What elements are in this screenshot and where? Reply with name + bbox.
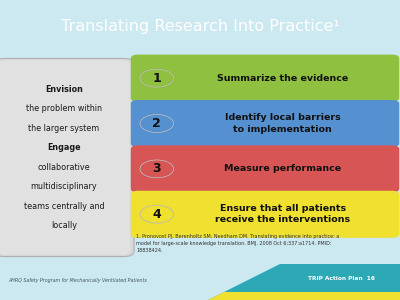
Circle shape [140, 160, 174, 178]
Circle shape [140, 115, 174, 133]
Polygon shape [208, 264, 400, 300]
FancyBboxPatch shape [131, 55, 399, 102]
Text: 3: 3 [152, 162, 161, 176]
Text: Ensure that all patients
receive the interventions: Ensure that all patients receive the int… [215, 204, 350, 224]
Text: AHRQ Safety Program for Mechanically Ventilated Patients: AHRQ Safety Program for Mechanically Ven… [8, 278, 147, 283]
Text: multidisciplinary: multidisciplinary [31, 182, 97, 191]
Text: locally: locally [51, 221, 77, 230]
Text: Translating Research Into Practice¹: Translating Research Into Practice¹ [61, 19, 339, 34]
Text: 2: 2 [152, 117, 161, 130]
Text: Engage: Engage [47, 143, 81, 152]
Text: 1: 1 [152, 72, 161, 85]
Text: Envision: Envision [45, 85, 83, 94]
Text: 4: 4 [152, 208, 161, 221]
Text: Measure performance: Measure performance [224, 164, 341, 173]
Text: collaborative: collaborative [38, 163, 90, 172]
FancyBboxPatch shape [131, 191, 399, 238]
Text: teams centrally and: teams centrally and [24, 202, 104, 211]
FancyBboxPatch shape [0, 60, 130, 255]
Text: TRIP Action Plan  16: TRIP Action Plan 16 [308, 276, 376, 281]
Text: Identify local barriers
to implementation: Identify local barriers to implementatio… [225, 113, 341, 134]
FancyBboxPatch shape [131, 146, 399, 192]
FancyBboxPatch shape [131, 100, 399, 147]
Circle shape [140, 205, 174, 223]
Text: Summarize the evidence: Summarize the evidence [217, 74, 348, 83]
Polygon shape [208, 292, 400, 300]
Text: 1. Pronovost PJ, Berenholtz SM, Needham DM. Translating evidence into practice: : 1. Pronovost PJ, Berenholtz SM, Needham … [136, 234, 339, 253]
Text: the larger system: the larger system [28, 124, 100, 133]
FancyBboxPatch shape [0, 58, 134, 256]
Text: the problem within: the problem within [26, 104, 102, 113]
Circle shape [140, 69, 174, 87]
